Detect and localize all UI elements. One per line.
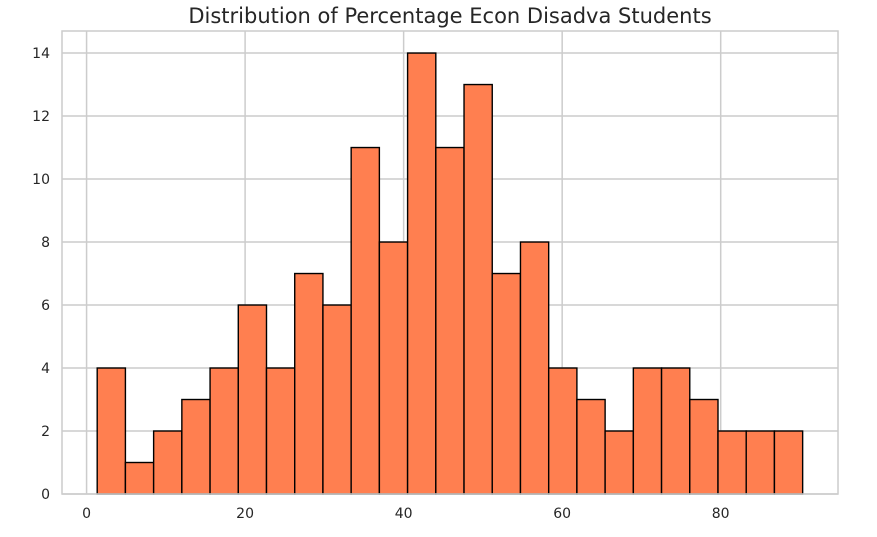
x-tick-label: 0 <box>82 506 91 522</box>
histogram-bar <box>632 367 663 495</box>
histogram-bar <box>350 146 381 495</box>
tick-labels: 0 20 40 60 80 0 2 4 6 8 10 12 14 <box>32 46 729 522</box>
y-tick-label: 12 <box>32 109 50 125</box>
plot-frame <box>61 30 839 495</box>
histogram-bar <box>152 430 183 495</box>
y-tick-label: 2 <box>41 424 50 440</box>
x-tick-label: 60 <box>553 506 571 522</box>
histogram-bar <box>322 304 352 495</box>
histogram-bar <box>745 430 776 495</box>
y-tick-label: 14 <box>32 46 50 62</box>
histogram-bar <box>773 430 804 495</box>
histogram-bar <box>717 430 747 495</box>
bars <box>96 52 804 495</box>
chart-title: Distribution of Percentage Econ Disadva … <box>188 4 712 28</box>
histogram-bar <box>689 398 719 495</box>
histogram-bar <box>181 398 211 495</box>
histogram-bar <box>604 430 635 495</box>
histogram-bar <box>209 367 239 495</box>
x-tick-label: 80 <box>712 506 730 522</box>
y-tick-label: 0 <box>41 487 50 503</box>
histogram-bar <box>491 272 522 495</box>
histogram-bar <box>519 241 550 495</box>
histogram-bar <box>547 367 578 495</box>
y-tick-label: 6 <box>41 298 50 314</box>
histogram-bar <box>660 367 691 495</box>
histogram-bar <box>265 367 296 495</box>
histogram-bar <box>463 83 493 495</box>
x-tick-label: 40 <box>395 506 413 522</box>
x-tick-label: 20 <box>236 506 254 522</box>
y-tick-label: 10 <box>32 172 50 188</box>
histogram-bar <box>406 52 437 495</box>
histogram-bar <box>378 241 409 495</box>
histogram-bar <box>435 146 465 495</box>
histogram-bar <box>124 461 155 495</box>
histogram-bar <box>576 398 606 495</box>
histogram-bar <box>96 367 127 495</box>
y-tick-label: 4 <box>41 361 50 377</box>
histogram-bar <box>294 272 324 495</box>
y-tick-label: 8 <box>41 235 50 251</box>
histogram-bar <box>237 304 268 495</box>
